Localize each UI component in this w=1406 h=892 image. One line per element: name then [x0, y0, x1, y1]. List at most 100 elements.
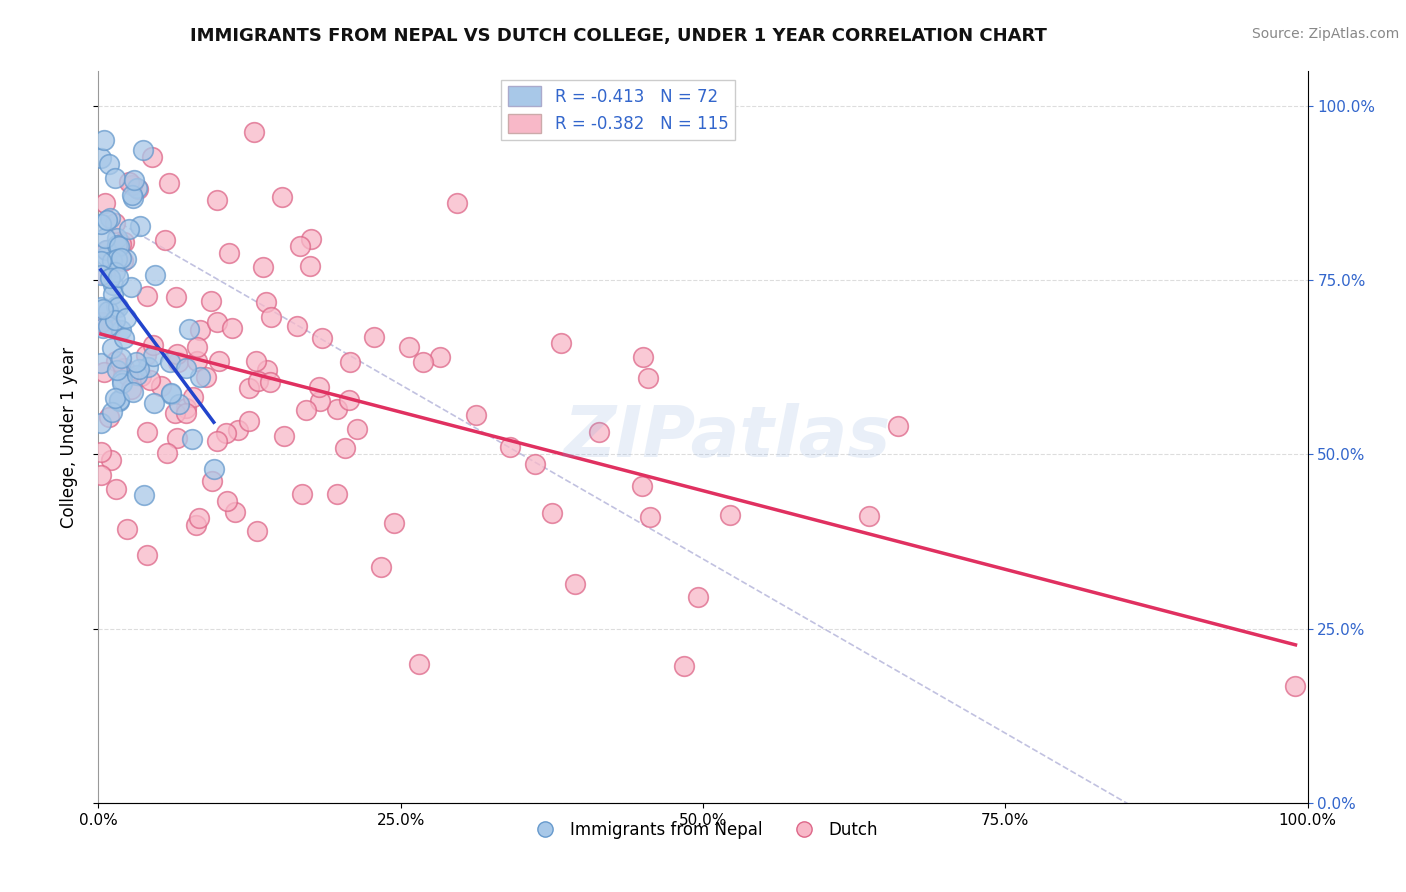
Point: [108, 393, 131, 408]
Point: [541, 506, 564, 520]
Point: [498, 440, 520, 454]
Point: [398, 340, 420, 354]
Point: [630, 479, 652, 493]
Point: [97, 304, 120, 318]
Point: [120, 382, 142, 396]
Point: [112, 361, 135, 376]
Point: [118, 222, 141, 236]
Point: [174, 406, 197, 420]
Point: [163, 406, 186, 420]
Point: [94, 230, 117, 244]
Point: [686, 590, 709, 604]
Point: [90, 254, 112, 268]
Point: [110, 236, 132, 251]
Point: [110, 251, 132, 265]
Point: [224, 505, 246, 519]
Point: [256, 363, 278, 377]
Point: [181, 390, 204, 404]
Point: [142, 337, 165, 351]
Point: [136, 548, 159, 562]
Point: [145, 268, 167, 282]
Point: [136, 289, 159, 303]
Point: [159, 355, 181, 369]
Point: [127, 182, 149, 196]
Point: [107, 270, 129, 285]
Point: [169, 397, 191, 411]
Point: [346, 421, 368, 435]
Point: [1284, 679, 1306, 693]
Point: [98, 271, 121, 285]
Point: [208, 353, 231, 368]
Point: [285, 318, 308, 333]
Point: [90, 300, 112, 314]
Point: [96, 213, 118, 227]
Point: [110, 323, 132, 337]
Point: [134, 488, 156, 502]
Point: [221, 321, 243, 335]
Point: [90, 268, 112, 283]
Point: [111, 373, 134, 387]
Point: [326, 487, 349, 501]
Point: [91, 301, 114, 316]
Point: [273, 429, 295, 443]
Y-axis label: College, Under 1 year: College, Under 1 year: [59, 346, 77, 528]
Point: [186, 354, 208, 368]
Point: [188, 323, 211, 337]
Point: [291, 487, 314, 501]
Point: [121, 187, 143, 202]
Point: [465, 408, 488, 422]
Point: [142, 349, 165, 363]
Point: [238, 381, 260, 395]
Point: [100, 318, 122, 333]
Point: [429, 350, 451, 364]
Point: [105, 354, 128, 368]
Point: [97, 410, 120, 425]
Point: [588, 425, 610, 439]
Point: [93, 133, 115, 147]
Point: [128, 362, 150, 376]
Point: [107, 238, 129, 252]
Point: [100, 253, 122, 268]
Point: [90, 468, 112, 483]
Point: [96, 244, 118, 258]
Point: [91, 321, 114, 335]
Point: [114, 310, 136, 325]
Point: [153, 233, 176, 247]
Point: [299, 232, 322, 246]
Point: [564, 577, 586, 591]
Point: [141, 150, 163, 164]
Point: [108, 239, 131, 253]
Point: [181, 433, 204, 447]
Point: [311, 331, 333, 345]
Point: [101, 341, 124, 355]
Point: [90, 151, 112, 165]
Point: [131, 369, 153, 384]
Point: [135, 347, 157, 361]
Point: [524, 457, 547, 471]
Point: [167, 355, 190, 369]
Point: [259, 375, 281, 389]
Point: [90, 217, 112, 231]
Point: [96, 243, 118, 257]
Point: [174, 401, 197, 415]
Point: [339, 355, 361, 369]
Point: [184, 518, 207, 533]
Point: [205, 193, 228, 207]
Point: [226, 423, 249, 437]
Point: [242, 125, 264, 139]
Point: [202, 462, 225, 476]
Point: [103, 171, 125, 186]
Point: [120, 280, 142, 294]
Point: [97, 318, 120, 333]
Point: [308, 380, 330, 394]
Point: [200, 293, 222, 308]
Point: [205, 315, 228, 329]
Point: [174, 361, 197, 376]
Point: [139, 373, 162, 387]
Point: [288, 239, 311, 253]
Point: [101, 405, 124, 419]
Point: [112, 331, 135, 345]
Point: [90, 416, 112, 430]
Point: [104, 265, 127, 279]
Point: [90, 445, 112, 459]
